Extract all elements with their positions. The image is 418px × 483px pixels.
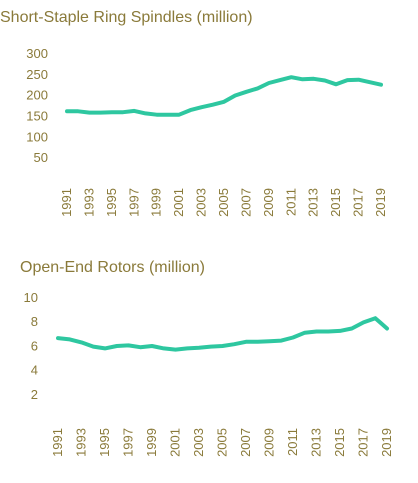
x-tick-label: 2007 [238, 188, 253, 217]
x-tick-label: 2007 [238, 428, 253, 457]
x-tick-label: 1997 [121, 428, 136, 457]
y-tick-label: 8 [31, 314, 38, 329]
x-tick-label: 1999 [149, 188, 164, 217]
x-tick-label: 2003 [191, 428, 206, 457]
x-tick-label: 1995 [104, 188, 119, 217]
x-tick-label: 2019 [373, 188, 388, 217]
y-tick-label: 200 [26, 88, 48, 103]
x-tick-label: 2015 [328, 188, 343, 217]
chart-title: Short-Staple Ring Spindles (million) [0, 9, 253, 26]
x-tick-label: 2011 [285, 428, 300, 456]
y-tick-label: 6 [31, 338, 38, 353]
x-tick-label: 2017 [351, 188, 366, 217]
x-tick-label: 2019 [379, 428, 394, 457]
x-tick-label: 2011 [283, 188, 298, 216]
x-tick-label: 2009 [261, 188, 276, 217]
y-tick-label: 10 [24, 290, 38, 305]
x-tick-label: 2013 [306, 188, 321, 217]
y-tick-label: 50 [34, 150, 48, 165]
y-tick-label: 250 [26, 67, 48, 82]
y-tick-label: 100 [26, 129, 48, 144]
x-tick-label: 1995 [97, 428, 112, 457]
x-tick-label: 2009 [262, 428, 277, 457]
x-tick-label: 2005 [215, 428, 230, 457]
x-tick-label: 1997 [126, 188, 141, 217]
x-tick-label: 2017 [356, 428, 371, 457]
x-tick-label: 2001 [171, 188, 186, 217]
y-tick-label: 2 [31, 387, 38, 402]
x-tick-label: 2013 [309, 428, 324, 457]
x-tick-label: 1993 [81, 188, 96, 217]
chart-title: Open-End Rotors (million) [20, 259, 205, 276]
y-tick-label: 300 [26, 46, 48, 61]
x-tick-label: 1999 [144, 428, 159, 457]
x-tick-label: 1991 [50, 428, 65, 457]
x-tick-label: 1993 [74, 428, 89, 457]
spindles-series-line [65, 75, 383, 117]
spindles-chart: Short-Staple Ring Spindles (million) 300… [0, 9, 388, 217]
x-tick-label: 1991 [59, 188, 74, 217]
rotors-series-line [56, 316, 389, 352]
y-tick-label: 4 [31, 363, 38, 378]
x-tick-label: 2001 [168, 428, 183, 457]
rotors-chart: Open-End Rotors (million) 10 8 6 4 2 1991 199… [20, 259, 394, 457]
x-tick-label: 2015 [332, 428, 347, 457]
x-tick-label: 2005 [216, 188, 231, 217]
x-tick-label: 2003 [194, 188, 209, 217]
y-tick-label: 150 [26, 109, 48, 124]
